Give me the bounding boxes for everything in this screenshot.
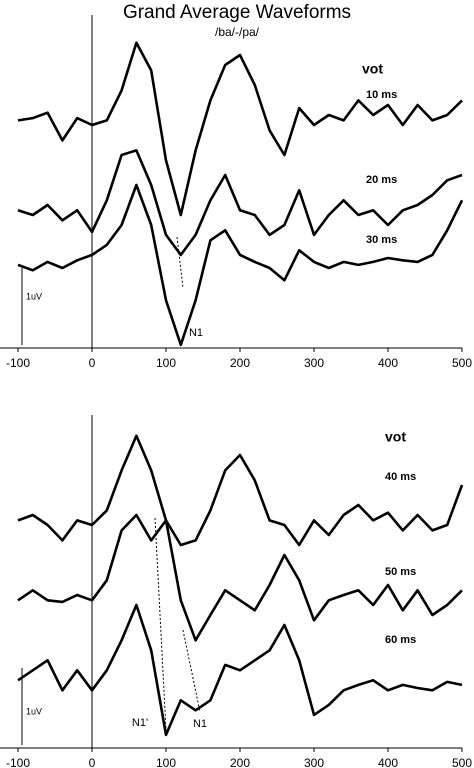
series-label: 60 ms xyxy=(385,634,416,646)
annotation-line xyxy=(176,236,184,289)
series-label: 40 ms xyxy=(385,471,416,483)
waveform xyxy=(17,513,463,642)
waveform xyxy=(17,434,464,547)
legend-title: vot xyxy=(362,61,383,77)
x-tick-label: 400 xyxy=(378,356,398,370)
legend-title: vot xyxy=(385,429,406,445)
waveform xyxy=(17,41,463,217)
x-tick-label: 300 xyxy=(304,356,324,370)
waveform xyxy=(17,603,463,737)
annotation: N1 xyxy=(193,718,207,730)
waveform xyxy=(17,183,464,347)
series-label: 50 ms xyxy=(385,566,416,578)
series-label: 20 ms xyxy=(366,174,397,186)
annotation: N1' xyxy=(132,717,148,729)
x-tick-label: 100 xyxy=(156,356,176,370)
x-tick-label: 100 xyxy=(156,756,176,768)
x-tick-label: 500 xyxy=(452,356,472,370)
series-label: 10 ms xyxy=(366,89,397,101)
waveform xyxy=(17,149,463,257)
x-tick-label: 300 xyxy=(304,756,324,768)
scale-label: 1uV xyxy=(26,291,42,301)
annotation-line xyxy=(182,629,201,713)
x-tick-label: 200 xyxy=(230,356,250,370)
x-tick-label: -100 xyxy=(6,356,30,370)
annotation-line xyxy=(154,517,167,731)
chart-subtitle: /ba/-/pa/ xyxy=(215,25,260,39)
scale-label: 1uV xyxy=(26,706,42,716)
x-tick-label: 400 xyxy=(378,756,398,768)
series-label: 30 ms xyxy=(366,234,397,246)
chart-title: Grand Average Waveforms xyxy=(123,2,351,23)
x-tick-label: -100 xyxy=(6,756,30,768)
annotation: N1 xyxy=(189,327,203,339)
x-tick-label: 0 xyxy=(89,756,96,768)
x-tick-label: 500 xyxy=(452,756,472,768)
x-tick-label: 200 xyxy=(230,756,250,768)
x-tick-label: 0 xyxy=(89,356,96,370)
